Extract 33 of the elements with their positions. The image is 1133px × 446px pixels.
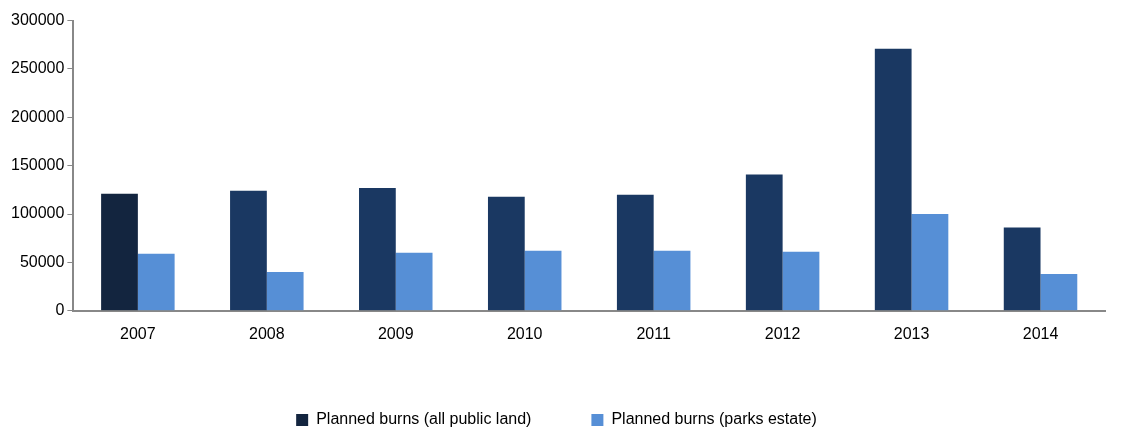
bar bbox=[395, 252, 433, 311]
x-tick-label: 2013 bbox=[893, 324, 930, 342]
bar bbox=[1003, 227, 1041, 311]
bar bbox=[101, 193, 138, 311]
y-tick-label: 200000 bbox=[11, 107, 65, 125]
y-tick-label: 300000 bbox=[11, 11, 65, 29]
bar bbox=[487, 196, 525, 311]
x-tick-label: 2008 bbox=[249, 324, 285, 342]
bar bbox=[359, 187, 396, 311]
bar bbox=[911, 214, 949, 311]
bar bbox=[1040, 274, 1078, 311]
x-tick-label: 2009 bbox=[377, 324, 414, 342]
bar bbox=[874, 48, 912, 311]
x-tick-label: 2012 bbox=[764, 324, 801, 342]
y-tick-label: 100000 bbox=[11, 204, 65, 222]
x-tick-label: 2014 bbox=[1022, 324, 1059, 342]
x-tick-label: 2007 bbox=[120, 324, 156, 342]
bar bbox=[653, 250, 691, 311]
bar bbox=[137, 253, 175, 311]
bar bbox=[230, 190, 267, 311]
legend-label: Planned burns (parks estate) bbox=[611, 410, 817, 428]
legend-label: Planned burns (all public land) bbox=[316, 410, 532, 428]
bar bbox=[745, 174, 783, 311]
bar bbox=[782, 251, 820, 311]
x-tick-label: 2010 bbox=[506, 324, 543, 342]
x-tick-label: 2011 bbox=[636, 324, 671, 342]
y-tick-label: 50000 bbox=[19, 252, 65, 270]
y-tick-label: 0 bbox=[55, 301, 65, 319]
bar bbox=[616, 194, 654, 311]
bar bbox=[524, 250, 562, 311]
bar bbox=[266, 272, 304, 311]
y-tick-label: 150000 bbox=[11, 156, 65, 174]
y-tick-label: 250000 bbox=[11, 59, 65, 77]
